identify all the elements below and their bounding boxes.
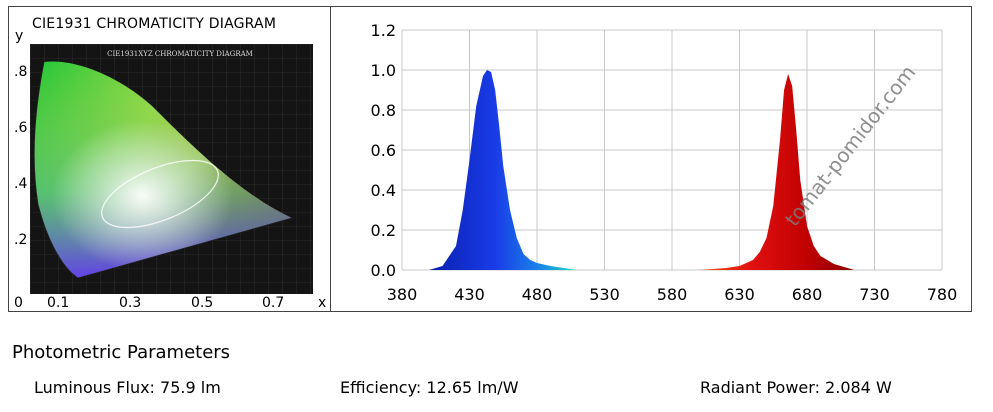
cie-x-tick: 0.3 (119, 295, 142, 311)
x-tick-label: 430 (454, 285, 485, 304)
y-tick-label: 0.0 (371, 261, 396, 280)
y-tick-label: 0.4 (371, 181, 396, 200)
cie-y-axis-label: y (15, 28, 24, 44)
x-tick-label: 530 (589, 285, 620, 304)
cie-inner-title: CIE1931XYZ CHROMATICITY DIAGRAM (107, 50, 253, 58)
x-tick-label: 780 (927, 285, 958, 304)
x-tick-label: 380 (387, 285, 418, 304)
cie-y-tick: .4 (14, 176, 28, 192)
x-tick-label: 630 (724, 285, 755, 304)
cie-diagram-image: CIE1931XYZ CHROMATICITY DIAGRAM (30, 44, 313, 294)
panel-divider (330, 6, 331, 312)
cie-x-tick: 0.1 (47, 295, 70, 311)
series-0-area (429, 70, 578, 270)
cie-title: CIE1931 CHROMATICITY DIAGRAM (32, 16, 277, 32)
radiant-power: Radiant Power: 2.084 W (700, 378, 892, 397)
luminous-flux: Luminous Flux: 75.9 lm (34, 378, 221, 397)
y-tick-label: 1.0 (371, 61, 396, 80)
cie-y-tick: .8 (14, 64, 28, 80)
cie-x-tick: 0.7 (262, 295, 285, 311)
y-tick-label: 0.6 (371, 141, 396, 160)
efficiency: Efficiency: 12.65 lm/W (340, 378, 519, 397)
x-tick-label: 680 (792, 285, 823, 304)
cie-x-tick: 0 (14, 295, 23, 311)
series-1-area (699, 74, 855, 270)
y-tick-label: 0.2 (371, 221, 396, 240)
cie-diagram-svg: CIE1931XYZ CHROMATICITY DIAGRAM (30, 44, 313, 294)
chart-frame (8, 6, 972, 312)
cie-x-axis-label: x (318, 295, 327, 311)
x-tick-label: 730 (859, 285, 890, 304)
y-tick-label: 0.8 (371, 101, 396, 120)
cie-x-tick: 0.5 (191, 295, 214, 311)
cie-y-tick: .6 (14, 120, 28, 136)
y-tick-label: 1.2 (371, 21, 396, 40)
series-layer (429, 70, 855, 270)
spectrum-chart: 380 430 480 530 580 630 680 730 780 0.0 0.2 0.4 0.6 0… (371, 21, 958, 304)
x-tick-label: 580 (657, 285, 688, 304)
params-heading: Photometric Parameters (12, 342, 231, 363)
axes: 380 430 480 530 580 630 680 730 780 0.0 0.2 0.4 0.6 0… (371, 21, 958, 304)
cie-y-tick: .2 (14, 232, 28, 248)
x-tick-label: 480 (522, 285, 553, 304)
